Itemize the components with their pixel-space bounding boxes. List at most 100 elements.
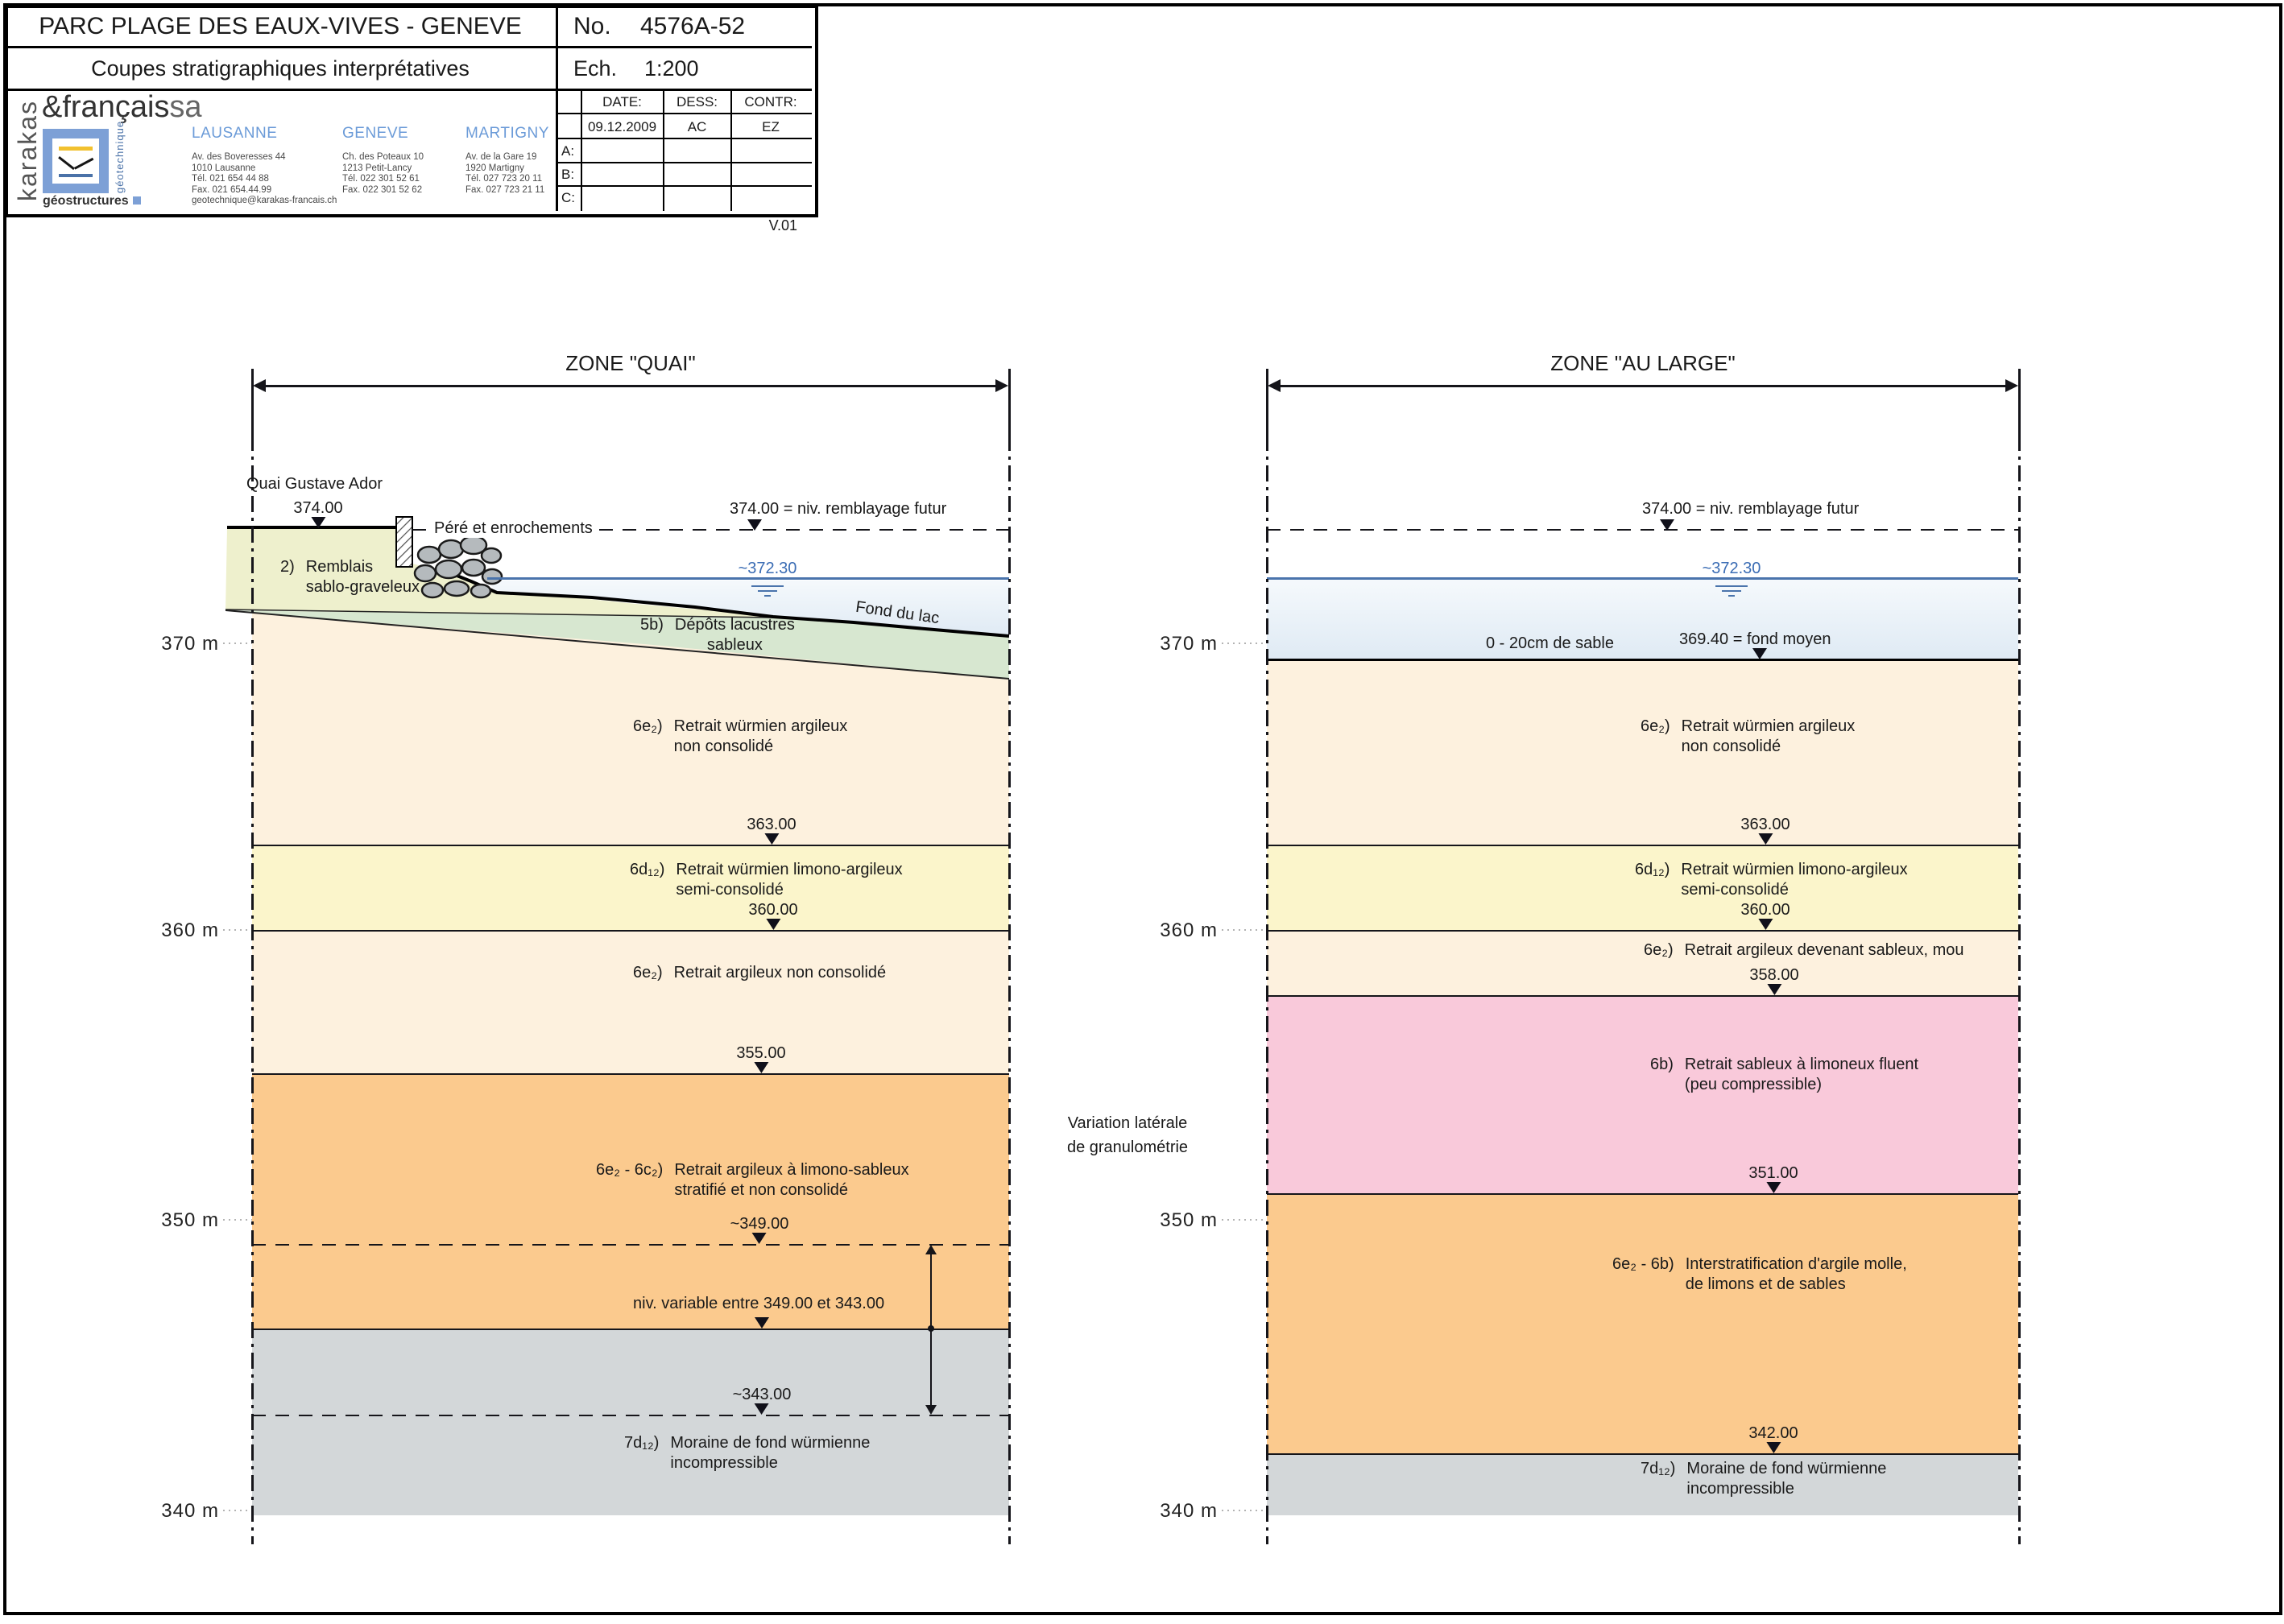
office-city: LAUSANNE: [192, 125, 278, 142]
layer-label-6d12-au-large: 6d₁₂) Retrait würmien limono-argileux sem…: [1635, 860, 1908, 900]
axis-label-350-right: 350 m: [1160, 1209, 1218, 1231]
layer-code: 7d₁₂): [624, 1434, 660, 1452]
layer-6d12-au-large: [1267, 845, 2018, 930]
depots-lacustres-area: [226, 610, 1009, 679]
niv-variable-label: niv. variable entre 349.00 et 343.00: [633, 1295, 885, 1312]
layer-text-line1: Retrait würmien argileux: [673, 717, 848, 735]
layer-text-line2: sablo-graveleux: [305, 578, 420, 596]
drawing-no-value: 4576A-52: [640, 13, 746, 39]
office-address-line: Fax. 022 301 52 62: [342, 184, 423, 195]
layer-label-depots-lacustres: 5b) Dépôts lacustres sableux: [640, 615, 795, 655]
rev-table-row3-line: [556, 162, 812, 163]
layer-text-line1: Retrait würmien limono-argileux: [1681, 861, 1908, 878]
rev-table-col2-line: [663, 89, 664, 211]
remblayage-futur-dashed-line-quai: [412, 529, 1009, 531]
axis-label-340-left: 340 m: [161, 1500, 219, 1522]
logo-small-square-icon: [132, 196, 141, 205]
office-martigny: MARTIGNY Av. de la Gare 19 1920 Martigny…: [465, 125, 549, 196]
remblais-area: [226, 528, 773, 618]
elevation-triangle-icon: [1765, 1182, 1781, 1193]
elevation-value: ~343.00: [732, 1386, 792, 1403]
office-address-line: Fax. 027 723 21 11: [465, 184, 545, 195]
elevation-triangle-icon: [1757, 833, 1773, 845]
section-border-left-au-large: [1266, 435, 1268, 1544]
elevation-triangle-icon: [753, 1062, 768, 1073]
logo-geostructures: géostructures: [43, 194, 141, 209]
layer-text-line2: stratifié et non consolidé: [674, 1181, 849, 1199]
layer-code: 6d₁₂): [1635, 861, 1670, 878]
scale-value: 1:200: [644, 56, 699, 81]
elevation-marker-363-au-large: 363.00: [1740, 816, 1790, 845]
zone-quai-arrow: [257, 385, 1004, 387]
layer-text-line1: Remblais: [305, 558, 374, 576]
rev-header-contr: CONTR:: [744, 94, 797, 110]
logo-yellow-bar: [59, 147, 93, 151]
elevation-triangle-icon: [1757, 919, 1773, 930]
remblais-bottom-line: [225, 609, 774, 618]
logo-geotechnique-vertical: géotechnique: [114, 120, 126, 193]
office-address-line: Av. de la Gare 19: [465, 152, 537, 162]
remblayage-futur-dashed-line-au-large: [1267, 529, 2018, 531]
rev-table-col1-line: [581, 89, 582, 211]
elevation-marker-374-quai: 374.00: [293, 499, 343, 528]
axis-label-370-left: 370 m: [161, 633, 219, 655]
layer-code: 6d₁₂): [630, 861, 665, 878]
remblayage-note-quai: 374.00 = niv. remblayage futur: [725, 500, 952, 519]
layer-label-remblais: 2) Remblais sablo-graveleux: [280, 557, 420, 597]
logo-check-right: [74, 157, 94, 170]
zone-quai-title: ZONE "QUAI": [565, 351, 696, 375]
section-border-right-quai: [1008, 435, 1011, 1544]
gridline-360-left: [223, 929, 250, 931]
logo-inner-square: [52, 138, 99, 184]
elevation-marker-342-au-large: 342.00: [1748, 1424, 1798, 1453]
elevation-triangle-icon: [755, 1317, 769, 1329]
zone-au-large-arrow: [1272, 385, 2014, 387]
elevation-value: 374.00: [293, 499, 343, 517]
rev-value-contr: EZ: [762, 119, 780, 134]
logo-amp-francais: &français: [42, 90, 170, 124]
logo-check-left: [58, 156, 75, 171]
layer-text-line1: Retrait sableux à limoneux fluent: [1684, 1056, 1919, 1073]
lateral-variation-note: Variation latérale de granulométrie: [1007, 1111, 1248, 1159]
zone-quai-tick-left: [251, 369, 254, 435]
axis-label-340-right: 340 m: [1160, 1500, 1218, 1522]
office-address-line: 1920 Martigny: [465, 163, 524, 173]
elevation-value: 351.00: [1748, 1164, 1798, 1182]
logo-company-name: &françaissa: [42, 90, 202, 125]
variable-level-range-arrow: [925, 1245, 937, 1415]
axis-label-360-left: 360 m: [161, 919, 219, 941]
project-title: PARC PLAGE DES EAUX-VIVES - GENEVE: [39, 13, 522, 39]
enrochements-rocks: [413, 535, 503, 599]
elevation-marker-351-au-large: 351.00: [1748, 1164, 1798, 1193]
lake-water-area: [487, 581, 1009, 636]
layer-label-6d12-quai: 6d₁₂) Retrait würmien limono-argileux sem…: [630, 860, 903, 900]
water-level-line-quai: [487, 577, 1009, 580]
water-level-label-au-large: ~372.30: [1702, 560, 1761, 577]
layer-text-line1: Retrait würmien argileux: [1681, 717, 1856, 735]
layer-text-line2: de limons et de sables: [1685, 1275, 1846, 1293]
layer-label-6e2-upper-quai: 6e₂) Retrait würmien argileux non consoli…: [633, 717, 847, 757]
logo-sa: sa: [169, 90, 202, 124]
rev-table-row4-line: [556, 185, 812, 187]
layer-label-6b-au-large: 6b) Retrait sableux à limoneux fluent (pe…: [1650, 1055, 1918, 1095]
elevation-value: 355.00: [736, 1044, 786, 1062]
layer-text-line1: Interstratification d'argile molle,: [1685, 1255, 1907, 1273]
drawing-subtitle: Coupes stratigraphiques interprétatives: [91, 56, 470, 81]
layer-text-line2: non consolidé: [673, 738, 774, 755]
rev-row-c: C:: [561, 190, 575, 205]
office-address-line: Tél. 022 301 52 61: [342, 174, 420, 184]
elevation-value: 360.00: [1740, 901, 1790, 919]
layer-label-moraine-quai: 7d₁₂) Moraine de fond würmienne incompres…: [624, 1433, 870, 1473]
rev-row-b: B:: [561, 167, 575, 182]
elevation-triangle-icon: [1752, 648, 1767, 659]
layer-label-moraine-au-large: 7d₁₂) Moraine de fond würmienne incompres…: [1641, 1459, 1886, 1499]
layer-6b-au-large: [1267, 995, 2018, 1193]
layer-label-6e2-thin-au-large: 6e₂) Retrait argileux devenant sableux, …: [1644, 940, 1964, 961]
arrowhead-left-icon: [1268, 379, 1281, 392]
section-border-left-quai: [251, 435, 254, 1544]
rev-header-dess: DESS:: [676, 94, 718, 110]
elevation-triangle-icon: [751, 1233, 767, 1244]
elevation-marker-349-quai: ~349.00: [730, 1215, 788, 1244]
elevation-value: 342.00: [1748, 1424, 1798, 1442]
arrowhead-right-icon: [2005, 379, 2018, 392]
